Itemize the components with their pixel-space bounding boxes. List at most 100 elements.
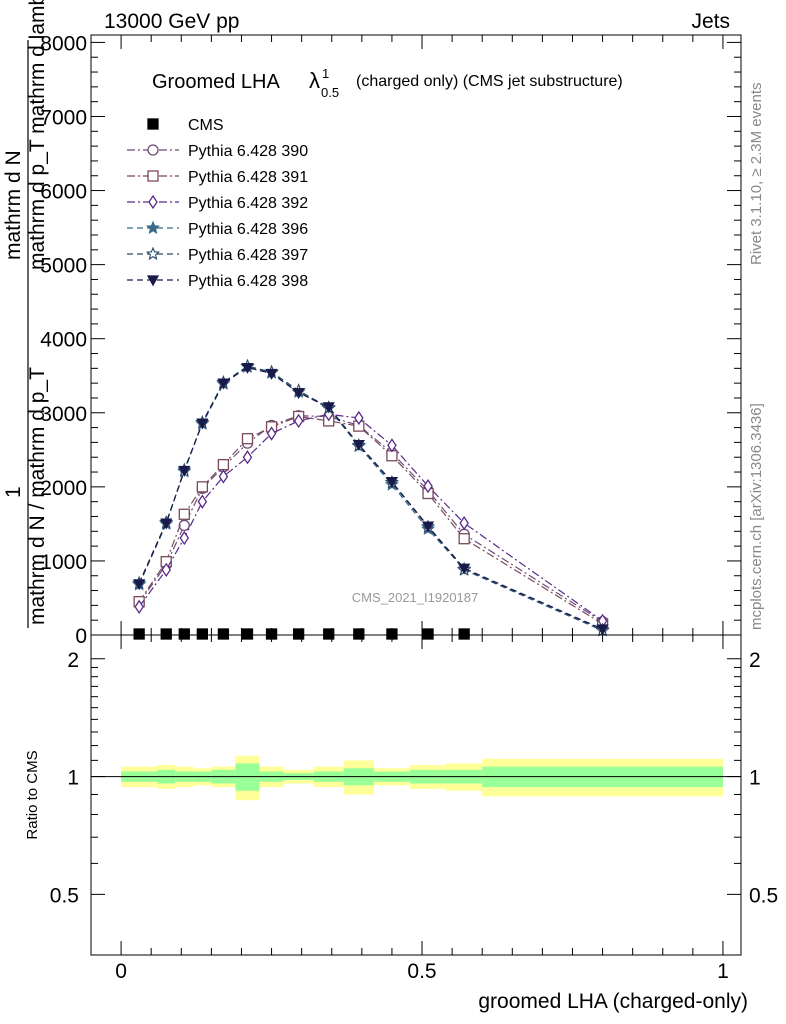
main-ytick-label: 8000: [40, 32, 87, 55]
ratio-frame: [90, 634, 742, 956]
legend-item: Pythia 6.428 396: [127, 220, 308, 238]
data-point: [354, 410, 364, 426]
legend-item: Pythia 6.428 397: [127, 246, 308, 264]
ratio-xtick-label: 0: [115, 960, 127, 983]
main-ytick-label: 1000: [40, 551, 87, 574]
title-lambda: λ: [309, 68, 320, 93]
data-point: [353, 628, 365, 640]
data-point: [323, 628, 335, 640]
data-point: [160, 628, 172, 640]
main-y-label: mathrm d N mathrm d p_T mathrm d lambda …: [2, 0, 49, 628]
ratio-ytick-label-right: 1: [749, 767, 761, 790]
main-y-ticks: 0 1000 2000 3000 4000 5000 6000 7000 8000: [40, 32, 741, 648]
data-point: [160, 518, 173, 530]
main-ytick-label: 5000: [40, 255, 87, 278]
plot-title: Groomed LHA λ 1 0.5 (charged only) (CMS …: [152, 66, 623, 100]
stat-uncertainty-band: [235, 763, 260, 791]
legend-item: Pythia 6.428 390: [127, 143, 308, 160]
ratio-y-label: Ratio to CMS: [24, 750, 41, 839]
legend-marker: [147, 118, 159, 130]
data-point: [292, 388, 305, 400]
main-ytick-label: 0: [75, 625, 87, 648]
data-point: [458, 533, 470, 545]
legend-item: Pythia 6.428 392: [127, 194, 308, 212]
main-ytick-label: 4000: [40, 329, 87, 352]
data-point: [133, 579, 146, 591]
header-left: 13000 GeV pp: [104, 10, 239, 33]
data-point: [217, 458, 230, 471]
series-6: [133, 362, 609, 636]
legend-label: Pythia 6.428 391: [188, 169, 308, 186]
data-point: [217, 378, 230, 390]
ratio-panel: 0.5 0.51 12 2 0 0.5 1 Ratio to CMS groomed LH…: [24, 634, 778, 1013]
data-point: [242, 450, 253, 465]
ratio-y-ticks: 0.5 0.5 1 1 2 2: [50, 649, 778, 908]
legend-marker: [145, 220, 161, 235]
data-point: [459, 515, 469, 531]
data-point: [133, 628, 145, 640]
legend-marker: [148, 194, 158, 210]
legend-label: Pythia 6.428 397: [188, 247, 308, 264]
data-point: [322, 402, 335, 414]
legend-label: CMS: [188, 117, 224, 134]
data-point: [423, 478, 433, 494]
ratio-ytick-label: 1: [67, 767, 79, 790]
data-point: [352, 439, 365, 451]
data-point: [179, 530, 190, 546]
data-point: [196, 418, 209, 430]
data-point: [265, 368, 278, 380]
data-point: [293, 413, 304, 429]
ratio-ytick-label-right: 2: [749, 649, 761, 672]
mcplots-label: mcplots.cern.ch [arXiv:1306.3436]: [748, 403, 765, 630]
data-point: [458, 563, 471, 575]
ratio-xtick-label: 1: [717, 960, 729, 983]
data-point: [422, 628, 434, 640]
data-point: [178, 519, 190, 532]
data-point: [292, 628, 305, 640]
legend-marker: [147, 144, 159, 156]
legend-item: Pythia 6.428 391: [127, 169, 308, 186]
data-point: [196, 481, 208, 493]
data-point: [387, 438, 397, 453]
watermark: CMS_2021_I1920187: [352, 590, 479, 605]
data-point: [266, 426, 277, 441]
data-point: [134, 599, 144, 615]
rivet-label: Rivet 3.1.10, ≥ 2.3M events: [748, 83, 765, 266]
main-ytick-label: 2000: [40, 477, 87, 500]
series-3: [134, 407, 608, 629]
legend-marker: [145, 246, 161, 261]
title-sub: 0.5: [321, 85, 339, 100]
title-main: Groomed LHA: [152, 71, 280, 93]
data-point: [197, 494, 208, 509]
ratio-ytick-label-right: 0.5: [749, 884, 778, 907]
legend-label: Pythia 6.428 396: [188, 221, 308, 238]
ylabel-top-2: mathrm d p_T mathrm d lambda: [26, 0, 49, 270]
ylabel-bottom: mathrm d N / mathrm d p_T: [26, 367, 49, 625]
legend-label: Pythia 6.428 390: [188, 143, 308, 160]
main-panel: 0 1000 2000 3000 4000 5000 6000 7000 8000 CMS_20…: [40, 32, 742, 648]
ratio-ytick-label: 2: [67, 649, 79, 672]
data-point: [385, 477, 399, 489]
ylabel-one: 1: [2, 486, 25, 498]
data-point: [178, 628, 190, 640]
main-ytick-label: 3000: [40, 403, 87, 426]
title-rest: (charged only) (CMS jet substructure): [356, 73, 623, 90]
data-point: [217, 628, 230, 640]
data-point: [421, 521, 435, 533]
legend-label: Pythia 6.428 392: [188, 195, 308, 212]
main-ytick-label: 6000: [40, 181, 87, 204]
data-point: [458, 628, 470, 640]
data-point: [178, 465, 191, 477]
series-line: [138, 366, 603, 630]
ratio-ytick-label: 0.5: [50, 884, 79, 907]
main-ytick-label: 7000: [40, 106, 87, 129]
legend-label: Pythia 6.428 398: [188, 273, 308, 290]
legend-item: CMS: [147, 117, 224, 134]
ratio-bands: [121, 755, 723, 801]
data-point: [241, 433, 254, 445]
legend-marker: [146, 275, 160, 287]
data-point: [196, 628, 208, 640]
legend-marker: [147, 170, 159, 182]
data-point: [596, 624, 609, 636]
